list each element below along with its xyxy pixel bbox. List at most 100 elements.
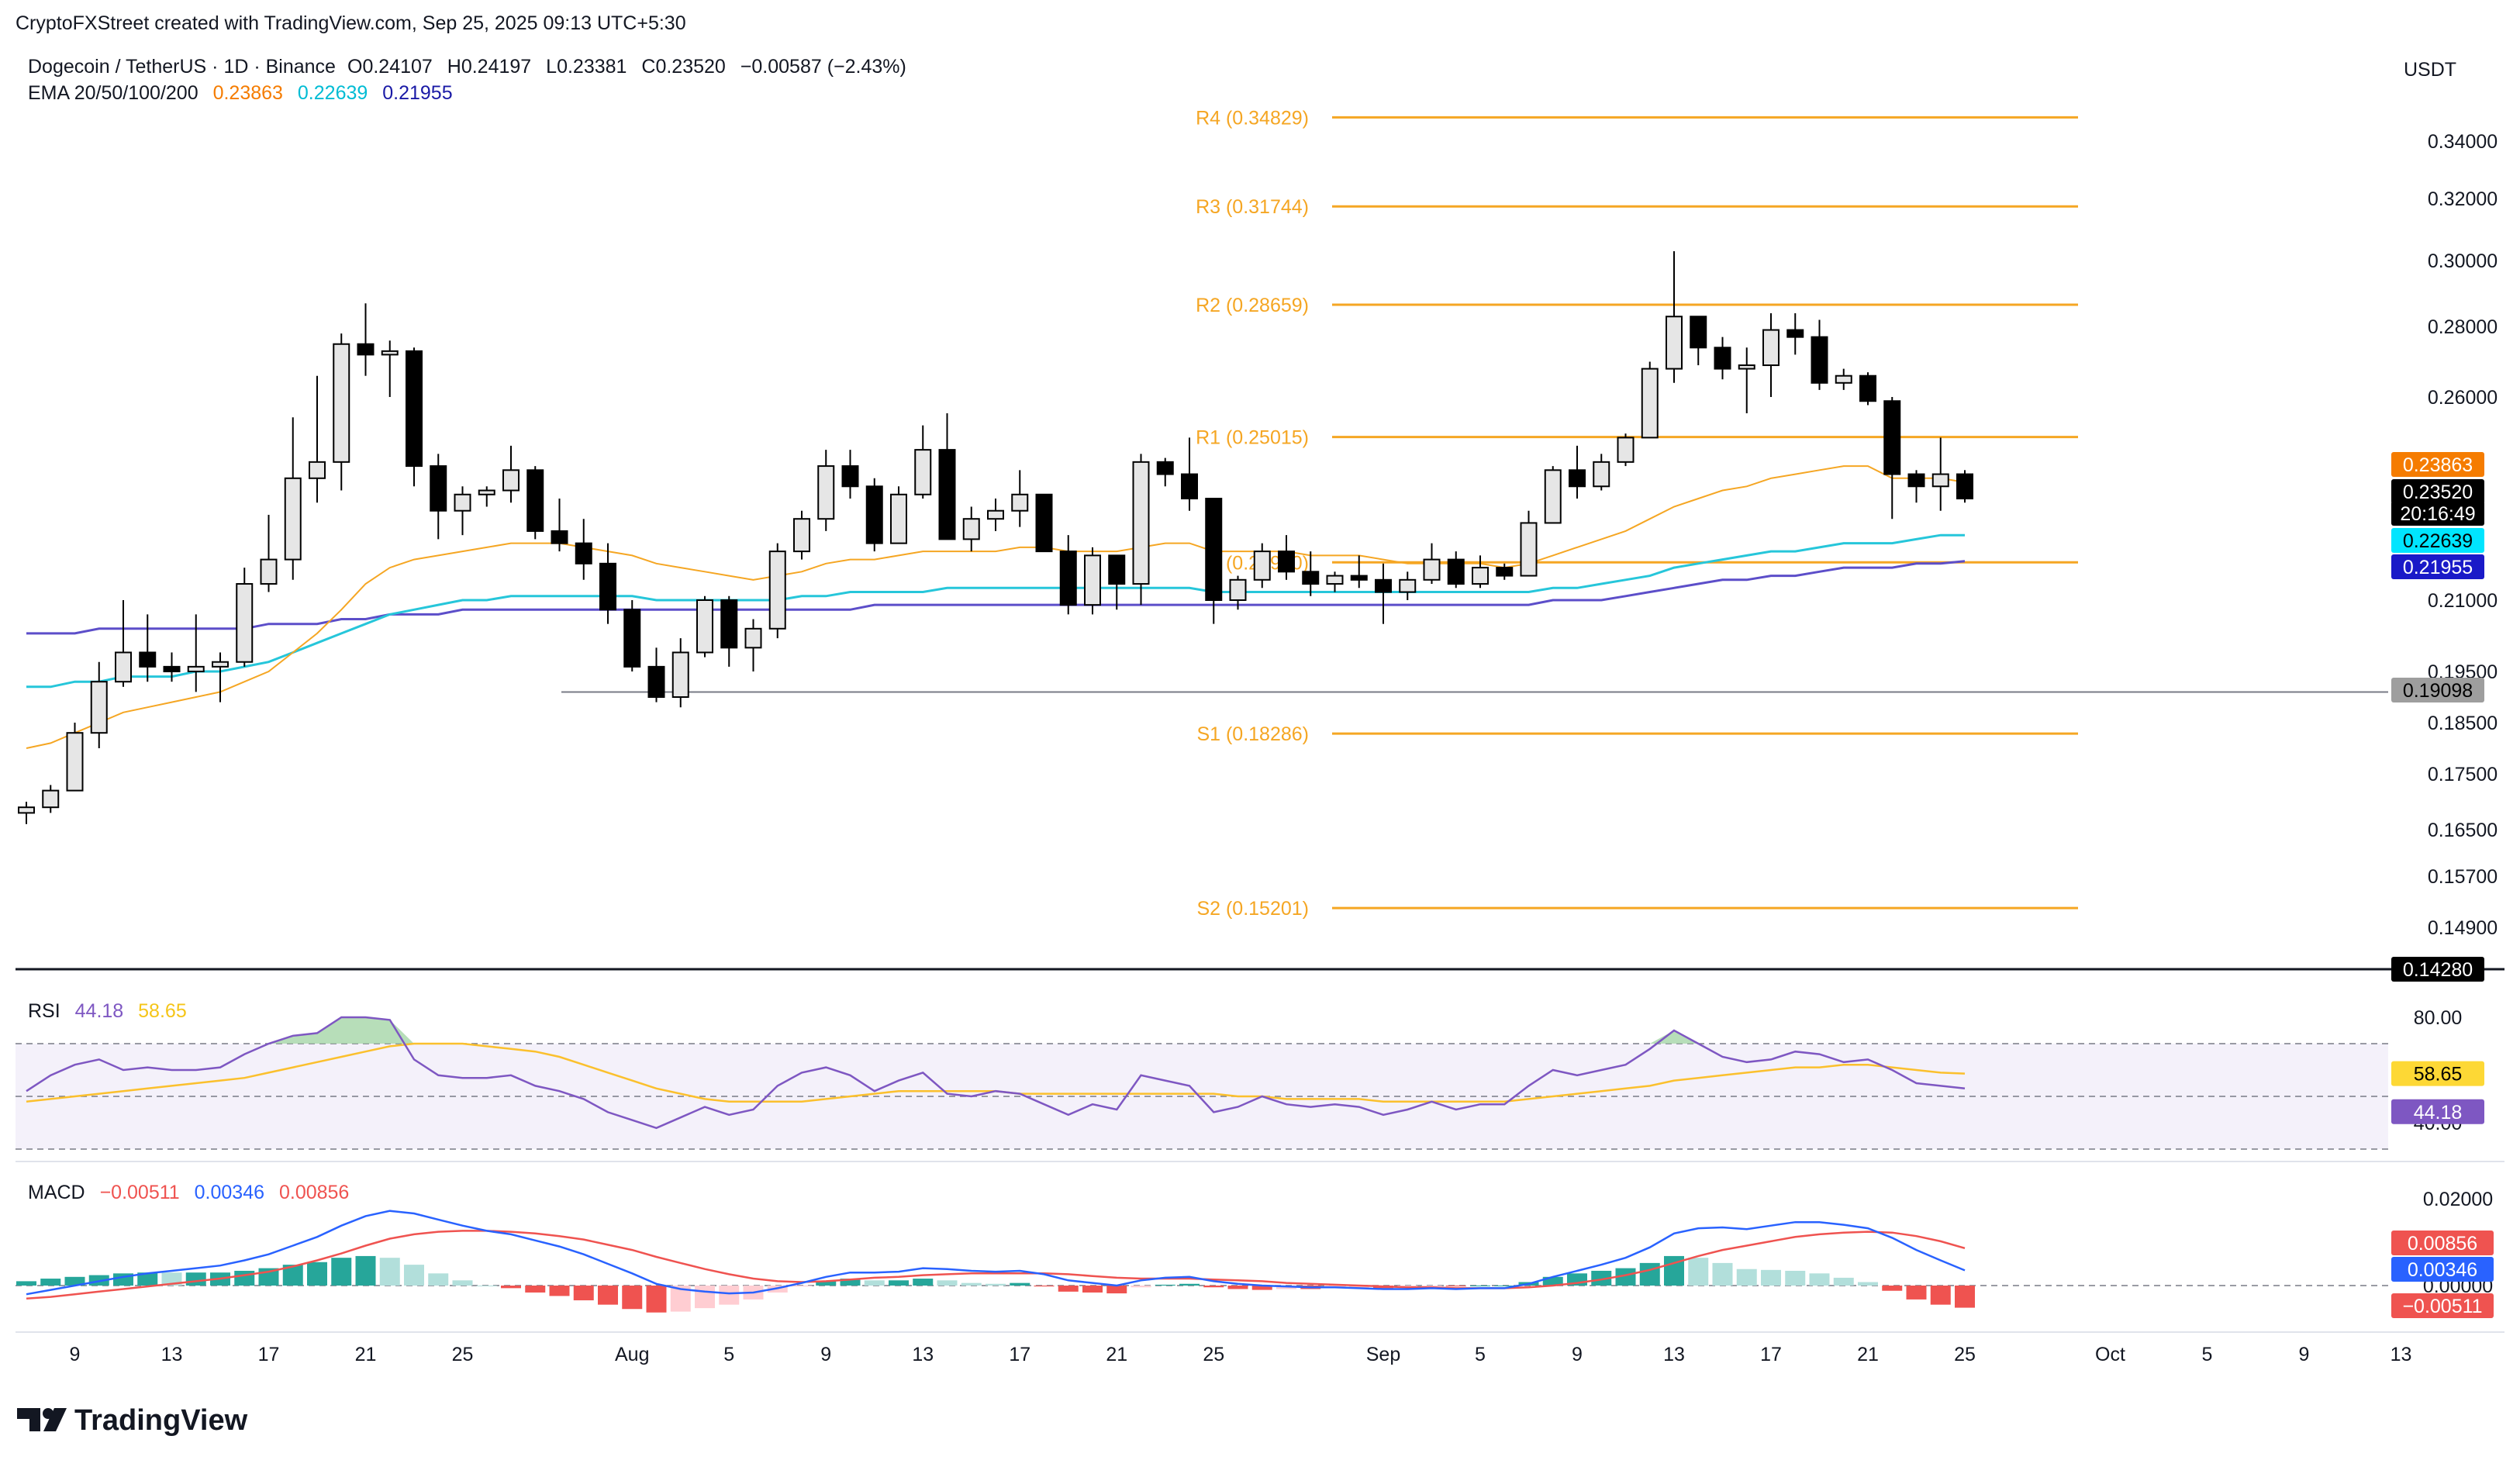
macd-hist-bar-25 [622, 1286, 643, 1310]
candle-body-43 [1059, 551, 1077, 606]
candle-body-5 [139, 651, 157, 668]
time-tick-1: 13 [161, 1344, 183, 1365]
macd-hist-bar-78 [1906, 1286, 1927, 1300]
credit-text: CryptoFXStreet created with TradingView.… [16, 12, 686, 34]
price-tag-4: 0.21955 [2403, 557, 2473, 578]
macd-hist-bar-39 [961, 1282, 982, 1286]
candle-body-63 [1544, 469, 1562, 524]
candle-body-39 [962, 518, 980, 540]
time-tick-5: Aug [615, 1344, 649, 1365]
candle-body-77 [1883, 400, 1901, 475]
candle-body-40 [987, 509, 1004, 520]
candle-body-8 [212, 661, 229, 668]
tradingview-logo-text: TradingView [74, 1404, 248, 1437]
macd-hist-bar-40 [986, 1283, 1006, 1286]
macd-hist-bar-47 [1155, 1284, 1175, 1286]
macd-hist-bar-13 [331, 1258, 352, 1286]
low-value: L0.23381 [546, 56, 627, 78]
macd-hist-bar-74 [1809, 1273, 1830, 1286]
candle-body-66 [1617, 437, 1635, 463]
candle-body-35 [865, 485, 883, 544]
candle-body-79 [1931, 473, 1949, 488]
rsi-label: RSI [28, 1000, 60, 1022]
candle-body-60 [1472, 567, 1489, 585]
candle-body-6 [163, 665, 181, 672]
macd-hist-bar-48 [1179, 1283, 1200, 1286]
macd-hist-bar-0 [16, 1281, 36, 1286]
price-tag-5: 0.19098 [2403, 680, 2473, 702]
macd-hist-bar-75 [1833, 1277, 1854, 1286]
time-tick-20: 5 [2202, 1344, 2213, 1365]
candle-body-78 [1907, 473, 1925, 488]
candle-body-16 [406, 350, 423, 468]
price-tick-7: 0.18500 [2428, 713, 2498, 734]
macd-hist-bar-80 [1955, 1286, 1975, 1308]
macd-hist-bar-72 [1761, 1269, 1781, 1286]
candle-body-75 [1835, 375, 1852, 384]
candle-body-19 [478, 489, 495, 495]
price-tag-bg-4 [2391, 554, 2484, 579]
candle-body-52 [1278, 551, 1295, 573]
candle-body-31 [768, 551, 786, 630]
ema-label: EMA 20/50/100/200 [28, 82, 198, 104]
candle-body-20 [502, 469, 520, 492]
macd-hist-bar-79 [1930, 1286, 1951, 1305]
candle-body-37 [914, 449, 932, 495]
price-panel[interactable]: R4 (0.34829) R3 (0.31744) R2 (0.28659) R1 (… [16, 107, 2388, 970]
macd-signal-line [26, 1230, 1966, 1300]
price-tag-2: 20:16:49 [2400, 503, 2475, 525]
time-tick-19: Oct [2095, 1344, 2125, 1365]
time-tick-9: 17 [1009, 1344, 1030, 1365]
candle-body-72 [1762, 329, 1780, 367]
rsi-ma-tag-bg [2391, 1061, 2484, 1086]
candle-body-53 [1302, 571, 1320, 585]
macd-hist-bar-46 [1131, 1286, 1151, 1288]
macd-legend[interactable]: MACD −0.00511 0.00346 0.00856 [28, 1182, 349, 1203]
candle-body-15 [381, 350, 399, 356]
candle-body-18 [454, 493, 471, 512]
currency-label[interactable]: USDT [2404, 59, 2456, 81]
price-tick-4: 0.26000 [2428, 387, 2498, 409]
time-tick-21: 9 [2299, 1344, 2310, 1365]
macd-hist-bar-24 [598, 1286, 618, 1305]
rsi-ma-tag: 58.65 [2414, 1064, 2463, 1086]
time-tick-3: 21 [355, 1344, 377, 1365]
time-tick-0: 9 [70, 1344, 81, 1365]
pivot-label-6: S2 (0.15201) [1196, 898, 1309, 920]
tradingview-logo[interactable]: TradingView [17, 1404, 248, 1437]
macd-hist-bar-45 [1106, 1286, 1127, 1294]
candle-body-69 [1690, 316, 1707, 349]
macd-hist-bar-38 [937, 1280, 958, 1286]
ema20-line [26, 465, 1966, 749]
macd-hist-bar-36 [889, 1280, 909, 1286]
high-value: H0.24197 [447, 56, 531, 78]
candle-body-2 [66, 732, 84, 792]
time-tick-10: 21 [1106, 1344, 1127, 1365]
candle-body-68 [1666, 316, 1683, 370]
macd-hist-bar-6 [161, 1272, 182, 1286]
time-tick-12: Sep [1366, 1344, 1400, 1365]
macd-value: −0.00511 [100, 1182, 180, 1203]
ema-legend[interactable]: EMA 20/50/100/200 0.23863 0.22639 0.2195… [28, 82, 453, 104]
macd-hist-bar-28 [695, 1286, 715, 1309]
candle-body-54 [1326, 575, 1344, 585]
symbol-title[interactable]: Dogecoin / TetherUS · 1D · Binance [28, 56, 336, 78]
candle-body-65 [1593, 461, 1610, 488]
candle-body-76 [1859, 375, 1876, 402]
candle-body-51 [1253, 551, 1271, 581]
candle-body-11 [284, 477, 302, 561]
macd-hist-bar-34 [840, 1279, 861, 1286]
rsi-line [26, 1016, 1966, 1130]
candle-body-64 [1569, 469, 1586, 488]
ema200-line [26, 560, 1966, 635]
candle-body-1 [42, 789, 60, 809]
macd-tick-0: 0.02000 [2423, 1189, 2493, 1210]
rsi-legend[interactable]: RSI 44.18 58.65 [28, 1000, 187, 1022]
ema200-value: 0.21955 [382, 82, 452, 104]
macd-hist-bar-26 [646, 1286, 667, 1313]
price-tick-2: 0.30000 [2428, 250, 2498, 272]
macd-hist-bar-22 [549, 1286, 570, 1296]
